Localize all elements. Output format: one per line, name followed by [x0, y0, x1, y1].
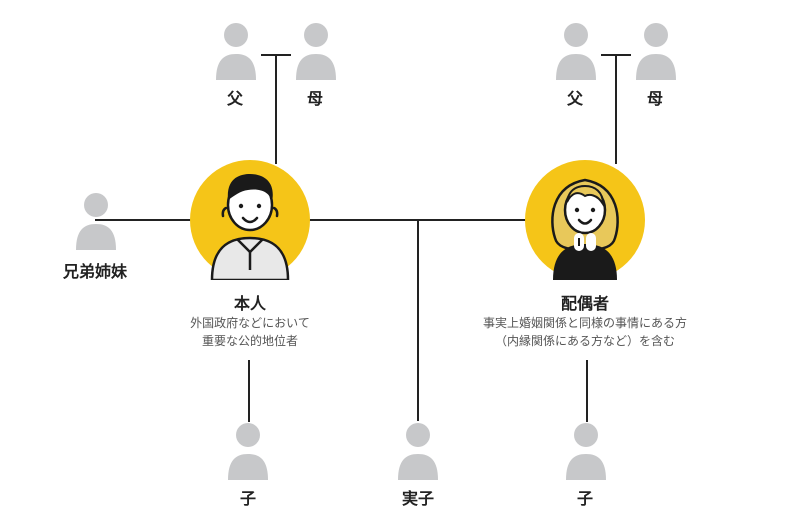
label-child: 子 — [535, 485, 635, 509]
connector-line — [615, 54, 617, 164]
node-self_father — [210, 20, 262, 80]
node-spouse — [525, 160, 645, 280]
label-self: 本人 — [200, 290, 300, 314]
label-mother: 母 — [605, 85, 705, 109]
connector-line — [248, 360, 250, 422]
label-spouse_sub: 事実上婚姻関係と同様の事情にある方 （内縁関係にある方など）を含む — [460, 314, 710, 350]
family-tree-diagram: 父母父母兄弟姉妹本人外国政府などにおいて 重要な公的地位者配偶者事実上婚姻関係と… — [0, 0, 800, 520]
node-self_mother — [290, 20, 342, 80]
node-child_mid — [392, 420, 444, 480]
node-child_right — [560, 420, 612, 480]
label-self_sub: 外国政府などにおいて 重要な公的地位者 — [145, 314, 355, 350]
label-child: 子 — [198, 485, 298, 509]
node-spouse_mother — [630, 20, 682, 80]
label-spouse: 配偶者 — [535, 290, 635, 314]
label-sibling: 兄弟姉妹 — [45, 258, 145, 282]
label-mother: 母 — [265, 85, 365, 109]
connector-line — [417, 219, 419, 421]
node-child_left — [222, 420, 274, 480]
label-biological_child: 実子 — [368, 485, 468, 509]
node-sibling — [70, 190, 122, 250]
connector-line — [586, 360, 588, 422]
node-self — [190, 160, 310, 280]
node-spouse_father — [550, 20, 602, 80]
connector-line — [275, 54, 277, 164]
